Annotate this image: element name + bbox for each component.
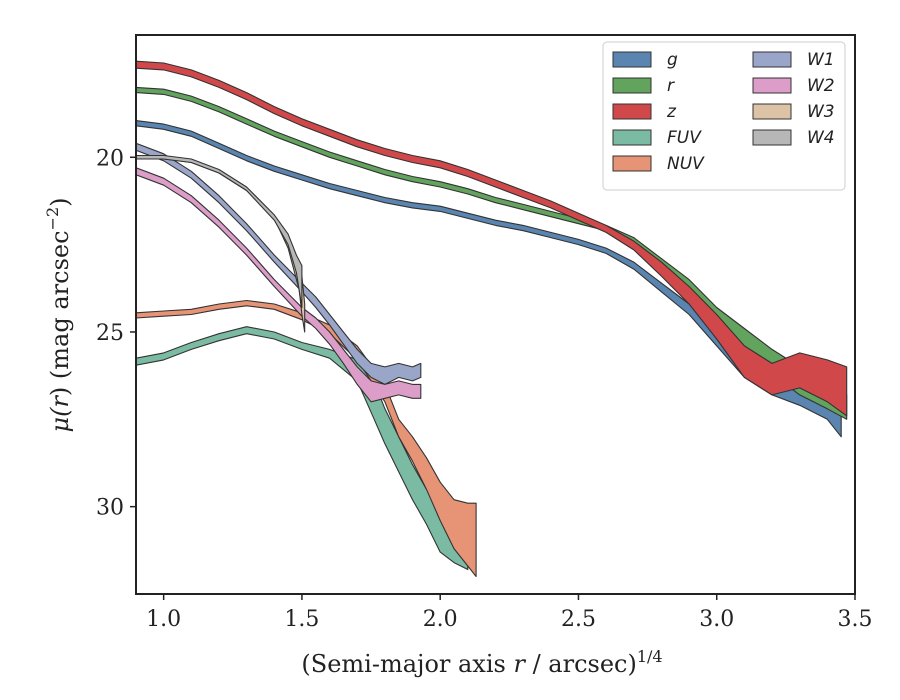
legend-label-fuv: FUV bbox=[667, 128, 702, 148]
legend-label-z: z bbox=[666, 102, 677, 122]
y-axis-label: μ(r) (mag arcsec−2) bbox=[43, 197, 74, 432]
legend-label-w4: W4 bbox=[807, 128, 835, 148]
series-band-w4 bbox=[136, 154, 303, 309]
ticks-layer: 1.0 1.5 2.0 2.5 3.0 3.5 20 25 30 bbox=[96, 146, 873, 632]
series-band-w2 bbox=[136, 167, 422, 403]
legend: grz FUV NUV W1 W2 W3 W4 bbox=[602, 41, 846, 191]
legend-label-r: r bbox=[667, 76, 675, 96]
series-band-z bbox=[136, 60, 848, 417]
series-layer bbox=[136, 60, 848, 578]
legend-label-w2: W2 bbox=[807, 76, 835, 96]
legend-swatch-w3 bbox=[752, 103, 792, 120]
series-band-w1 bbox=[136, 142, 422, 385]
legend-label-w1: W1 bbox=[807, 50, 835, 70]
legend-swatch-w2 bbox=[752, 77, 792, 94]
legend-label-nuv: NUV bbox=[667, 154, 705, 174]
x-tick-label: 3.5 bbox=[838, 607, 873, 632]
series-band-nuv bbox=[136, 299, 477, 578]
legend-swatch-nuv bbox=[612, 155, 652, 172]
plot-frame bbox=[135, 34, 856, 595]
legend-swatch-w1 bbox=[752, 51, 792, 68]
x-tick-label: 2.5 bbox=[561, 607, 596, 632]
x-tick-label: 2.0 bbox=[423, 607, 458, 632]
x-tick-label: 1.5 bbox=[284, 607, 319, 632]
legend-swatch-w4 bbox=[752, 129, 792, 146]
y-tick-label: 25 bbox=[96, 321, 124, 346]
legend-label-w3: W3 bbox=[807, 102, 835, 122]
x-tick-label: 1.0 bbox=[146, 607, 181, 632]
legend-swatch-r bbox=[612, 77, 652, 94]
legend-label-g: g bbox=[667, 50, 678, 70]
x-axis-label: (Semi-major axis r / arcsec)1/4 bbox=[301, 647, 662, 678]
y-tick-label: 30 bbox=[96, 496, 124, 521]
legend-swatch-fuv bbox=[612, 129, 652, 146]
legend-swatch-z bbox=[612, 103, 652, 120]
legend-swatch-g bbox=[612, 51, 652, 68]
x-tick-label: 3.0 bbox=[699, 607, 734, 632]
y-tick-label: 20 bbox=[96, 146, 124, 171]
